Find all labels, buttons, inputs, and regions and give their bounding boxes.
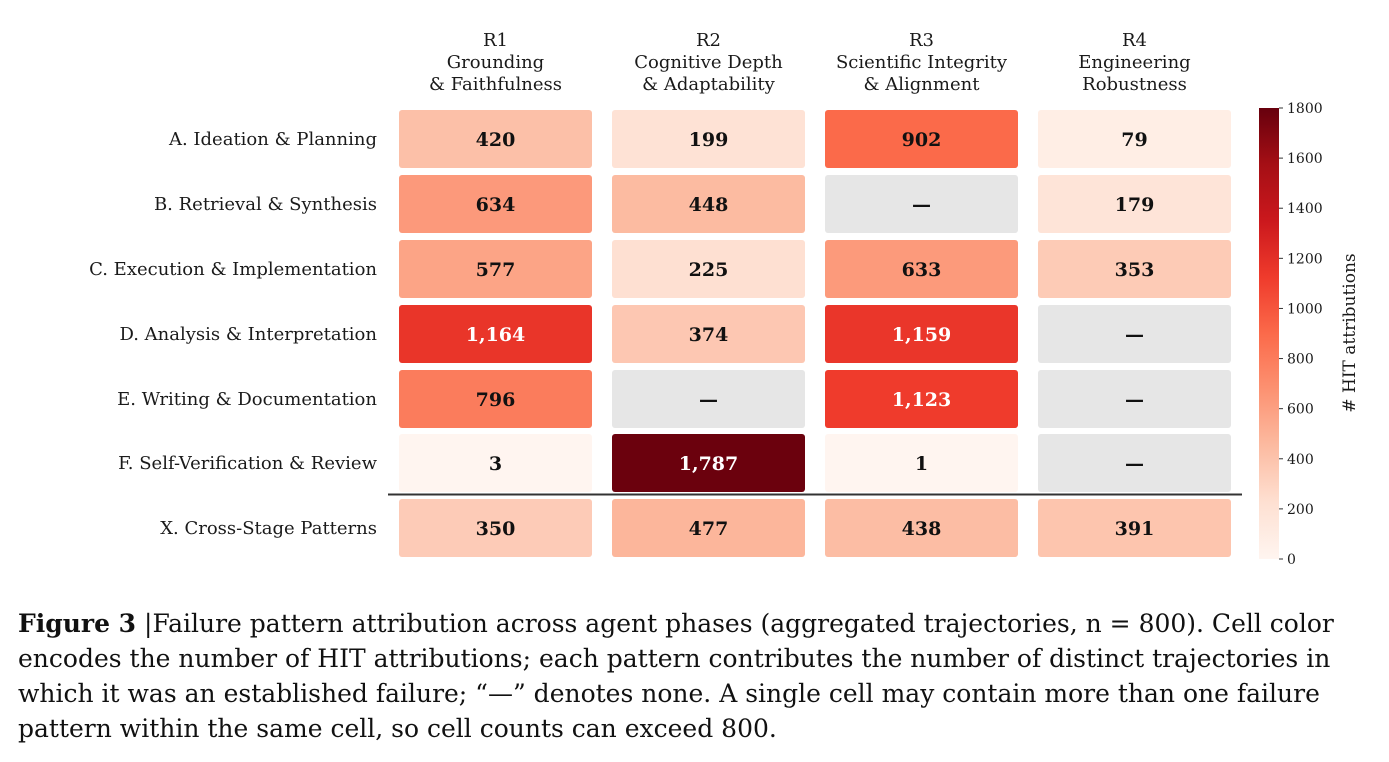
heatmap-cell-label: 353 — [1115, 259, 1155, 281]
column-header-1-line-2: Grounding — [447, 52, 544, 73]
heatmap-cell — [825, 175, 1018, 233]
heatmap-cell — [1038, 240, 1231, 298]
colorbar-tick-label: 1600 — [1287, 151, 1323, 167]
column-header-4-line-3: Robustness — [1082, 74, 1187, 95]
heatmap-cell-label: 225 — [689, 259, 729, 281]
heatmap-cell-label: — — [912, 194, 931, 216]
colorbar: 0 200 400 600 800 1000 1200 1400 1600 1800 # HIT … — [1259, 101, 1360, 568]
row-label-5: E. Writing & Documentation — [117, 389, 377, 410]
heatmap-cell-label: 350 — [476, 518, 516, 540]
heatmap-cell-label: 902 — [902, 129, 942, 151]
heatmap-cell — [399, 434, 592, 492]
heatmap-cell — [612, 434, 805, 492]
column-header-1-line-1: R1 — [483, 30, 508, 51]
column-header-3-line-1: R3 — [909, 30, 934, 51]
column-header-2-line-3: & Adaptability — [642, 74, 776, 95]
heatmap-cell-label: 1 — [915, 453, 928, 475]
heatmap-cell-label: 199 — [689, 129, 729, 151]
heatmap-cell-label: 1,787 — [679, 453, 739, 475]
heatmap-cell-label: 391 — [1115, 518, 1155, 540]
heatmap-cell-label: 1,159 — [892, 324, 952, 346]
colorbar-ticks: 0 200 400 600 800 1000 1200 1400 1600 1800 — [1279, 101, 1323, 568]
row-label-6: F. Self-Verification & Review — [118, 453, 378, 474]
heatmap-cell — [612, 370, 805, 428]
colorbar-tick-label: 400 — [1287, 452, 1314, 468]
heatmap-cell — [399, 499, 592, 557]
colorbar-tick-label: 1400 — [1287, 201, 1323, 217]
colorbar-tick-label: 1000 — [1287, 301, 1323, 317]
heatmap-cell — [825, 499, 1018, 557]
heatmap-cell — [399, 370, 592, 428]
heatmap-cell-label: 1,123 — [892, 389, 952, 411]
heatmap-cell — [399, 110, 592, 168]
heatmap-cell — [1038, 110, 1231, 168]
heatmap-cell — [612, 240, 805, 298]
heatmap-cell-label: — — [699, 389, 718, 411]
colorbar-tick-label: 1800 — [1287, 101, 1323, 117]
heatmap-cell — [612, 110, 805, 168]
heatmap-cell-label: 633 — [902, 259, 942, 281]
colorbar-tick-label: 800 — [1287, 352, 1314, 368]
heatmap-cell-label: 438 — [902, 518, 942, 540]
column-header-3-line-3: & Alignment — [864, 74, 981, 95]
heatmap-cell — [825, 370, 1018, 428]
row-label-7: X. Cross-Stage Patterns — [160, 518, 377, 539]
caption-text: |Failure pattern attribution across agen… — [18, 609, 1334, 743]
heatmap-cell-label: — — [1125, 453, 1144, 475]
column-header-2-line-1: R2 — [696, 30, 721, 51]
figure-caption: Figure 3 |Failure pattern attribution ac… — [18, 606, 1378, 746]
heatmap-cell-label: 79 — [1121, 129, 1147, 151]
heatmap-cell-label: 796 — [476, 389, 516, 411]
heatmap-cell — [825, 110, 1018, 168]
colorbar-tick-label: 200 — [1287, 502, 1314, 518]
heatmap-cell — [1038, 305, 1231, 363]
heatmap-cell — [1038, 434, 1231, 492]
caption-figure-label: Figure 3 — [18, 609, 137, 638]
colorbar-tick-label: 1200 — [1287, 251, 1323, 267]
row-labels: A. Ideation & Planning B. Retrieval & Syn… — [89, 129, 377, 539]
colorbar-tick-label: 600 — [1287, 402, 1314, 418]
row-label-1: A. Ideation & Planning — [168, 129, 377, 150]
heatmap-cell — [1038, 175, 1231, 233]
row-label-3: C. Execution & Implementation — [89, 259, 377, 280]
column-header-1-line-3: & Faithfulness — [429, 74, 562, 95]
row-label-2: B. Retrieval & Synthesis — [154, 194, 377, 215]
heatmap-cell — [399, 240, 592, 298]
heatmap-cell-label: 448 — [689, 194, 729, 216]
column-header-3-line-2: Scientific Integrity — [836, 52, 1008, 73]
heatmap-cell — [612, 305, 805, 363]
heatmap-cell-label: — — [1125, 324, 1144, 346]
colorbar-tick-label: 0 — [1287, 552, 1296, 568]
heatmap-cell-label: 577 — [476, 259, 516, 281]
colorbar-label: # HIT attributions — [1340, 253, 1360, 412]
heatmap-cell — [1038, 370, 1231, 428]
heatmap-cell — [825, 305, 1018, 363]
heatmap-cell-label: 420 — [476, 129, 516, 151]
row-label-4: D. Analysis & Interpretation — [119, 324, 377, 345]
column-header-4-line-1: R4 — [1122, 30, 1147, 51]
heatmap-cell-label: 374 — [689, 324, 729, 346]
heatmap-cell — [825, 434, 1018, 492]
heatmap-cell-label: 477 — [689, 518, 729, 540]
heatmap-cell-label: 3 — [489, 453, 502, 475]
heatmap-cell — [399, 305, 592, 363]
heatmap-cell — [1038, 499, 1231, 557]
column-header-4-line-2: Engineering — [1078, 52, 1190, 73]
heatmap-cell — [612, 175, 805, 233]
column-header-2-line-2: Cognitive Depth — [634, 52, 783, 73]
heatmap-cell — [612, 499, 805, 557]
heatmap-cell-label: 179 — [1115, 194, 1155, 216]
heatmap-cell — [399, 175, 592, 233]
heatmap-cell — [825, 240, 1018, 298]
colorbar-gradient — [1259, 108, 1279, 559]
heatmap-cell-label: — — [1125, 389, 1144, 411]
heatmap-cell-label: 1,164 — [466, 324, 526, 346]
heatmap-cell-label: 634 — [476, 194, 516, 216]
